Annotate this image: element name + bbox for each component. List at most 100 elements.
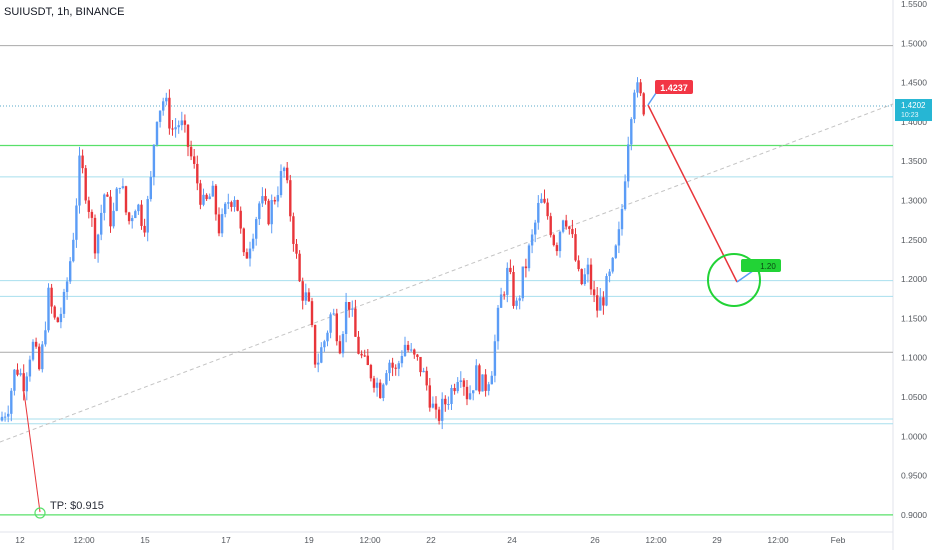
candle-body	[385, 373, 388, 385]
time-tick-label: 24	[507, 535, 517, 545]
candle-body	[515, 300, 518, 306]
candle-body	[503, 294, 506, 296]
candle-body	[53, 306, 56, 318]
candle-body	[109, 196, 112, 227]
candle-body	[177, 125, 180, 128]
candle-body	[143, 225, 146, 233]
price-tick-label: 1.0500	[901, 392, 927, 402]
candle-body	[459, 380, 462, 382]
candle-body	[413, 349, 416, 355]
candle-body	[568, 226, 571, 229]
candle-body	[289, 180, 292, 217]
candle-body	[589, 264, 593, 290]
candle-body	[127, 212, 131, 222]
candle-body	[499, 294, 503, 308]
candle-body	[552, 235, 555, 246]
candle-body	[450, 387, 453, 404]
candle-body	[152, 144, 156, 178]
candle-body	[468, 393, 472, 400]
candle-body	[72, 239, 75, 262]
candle-body	[518, 298, 521, 301]
candle-body	[205, 194, 208, 200]
candle-body	[394, 367, 397, 369]
target-callout-box	[741, 259, 781, 272]
candle-body	[444, 398, 447, 405]
candle-body	[341, 334, 345, 354]
candle-body	[574, 234, 577, 261]
candle-body	[211, 185, 214, 197]
candle-body	[93, 217, 97, 254]
candle-body	[509, 267, 512, 272]
candle-body	[248, 248, 252, 259]
candle-body	[273, 200, 276, 202]
candle-body	[577, 260, 580, 270]
candle-body	[84, 168, 87, 201]
candle-body	[103, 194, 106, 213]
candle-body	[434, 403, 438, 410]
candle-body	[87, 200, 90, 212]
candle-body	[131, 218, 134, 222]
price-tick-label: 1.1000	[901, 353, 927, 363]
candle-body	[62, 291, 66, 314]
candle-body	[441, 398, 444, 421]
time-tick-label: 26	[590, 535, 600, 545]
candle-body	[183, 120, 187, 125]
candle-body	[115, 188, 118, 211]
candle-body	[162, 101, 165, 111]
candle-body	[512, 271, 515, 306]
candle-body	[360, 353, 363, 356]
candle-body	[382, 384, 385, 399]
candle-body	[357, 336, 360, 354]
candle-body	[217, 214, 221, 234]
target-circle	[707, 253, 761, 307]
candle-body	[388, 362, 391, 374]
target-callout-text: 1.20	[760, 262, 776, 271]
candle-body	[202, 194, 205, 205]
candle-body	[196, 163, 199, 184]
candle-body	[140, 204, 143, 226]
candle-body	[258, 203, 261, 220]
candle-body	[447, 403, 450, 405]
candle-body	[307, 292, 311, 302]
candle-body	[332, 313, 335, 315]
price-tick-label: 0.9000	[901, 510, 927, 520]
candle-body	[363, 355, 366, 357]
candle-body	[379, 382, 382, 399]
candle-body	[583, 274, 586, 285]
chart-title: SUIUSDT, 1h, BINANCE	[4, 6, 125, 18]
candle-body	[425, 370, 428, 386]
last-price-countdown: 10:23	[901, 112, 919, 119]
candle-body	[571, 228, 574, 235]
candle-body	[186, 124, 190, 147]
candle-body	[155, 121, 159, 145]
candle-body	[7, 413, 10, 417]
candle-body	[90, 211, 94, 218]
candle-body	[310, 301, 314, 325]
candle-body	[437, 409, 441, 421]
time-tick-label: 19	[304, 535, 314, 545]
candle-body	[537, 202, 540, 223]
candle-body	[220, 214, 224, 234]
candle-body	[602, 297, 605, 306]
candle-body	[10, 390, 13, 414]
candle-body	[592, 289, 596, 296]
candle-body	[282, 167, 286, 172]
candle-body	[137, 204, 140, 212]
candle-body	[419, 356, 422, 373]
candle-body	[96, 234, 100, 254]
candle-body	[189, 146, 193, 157]
candle-body	[561, 220, 565, 232]
candle-body	[493, 341, 497, 376]
candle-body	[366, 355, 369, 366]
candle-body	[462, 380, 466, 387]
candle-body	[313, 324, 317, 365]
candle-body	[558, 231, 562, 252]
candle-body	[636, 82, 639, 93]
time-tick-label: 15	[140, 535, 150, 545]
candle-body	[453, 387, 456, 392]
candle-body	[31, 341, 35, 360]
candle-body	[614, 245, 617, 258]
candle-body	[298, 253, 301, 282]
tp-projection-line	[23, 391, 41, 513]
